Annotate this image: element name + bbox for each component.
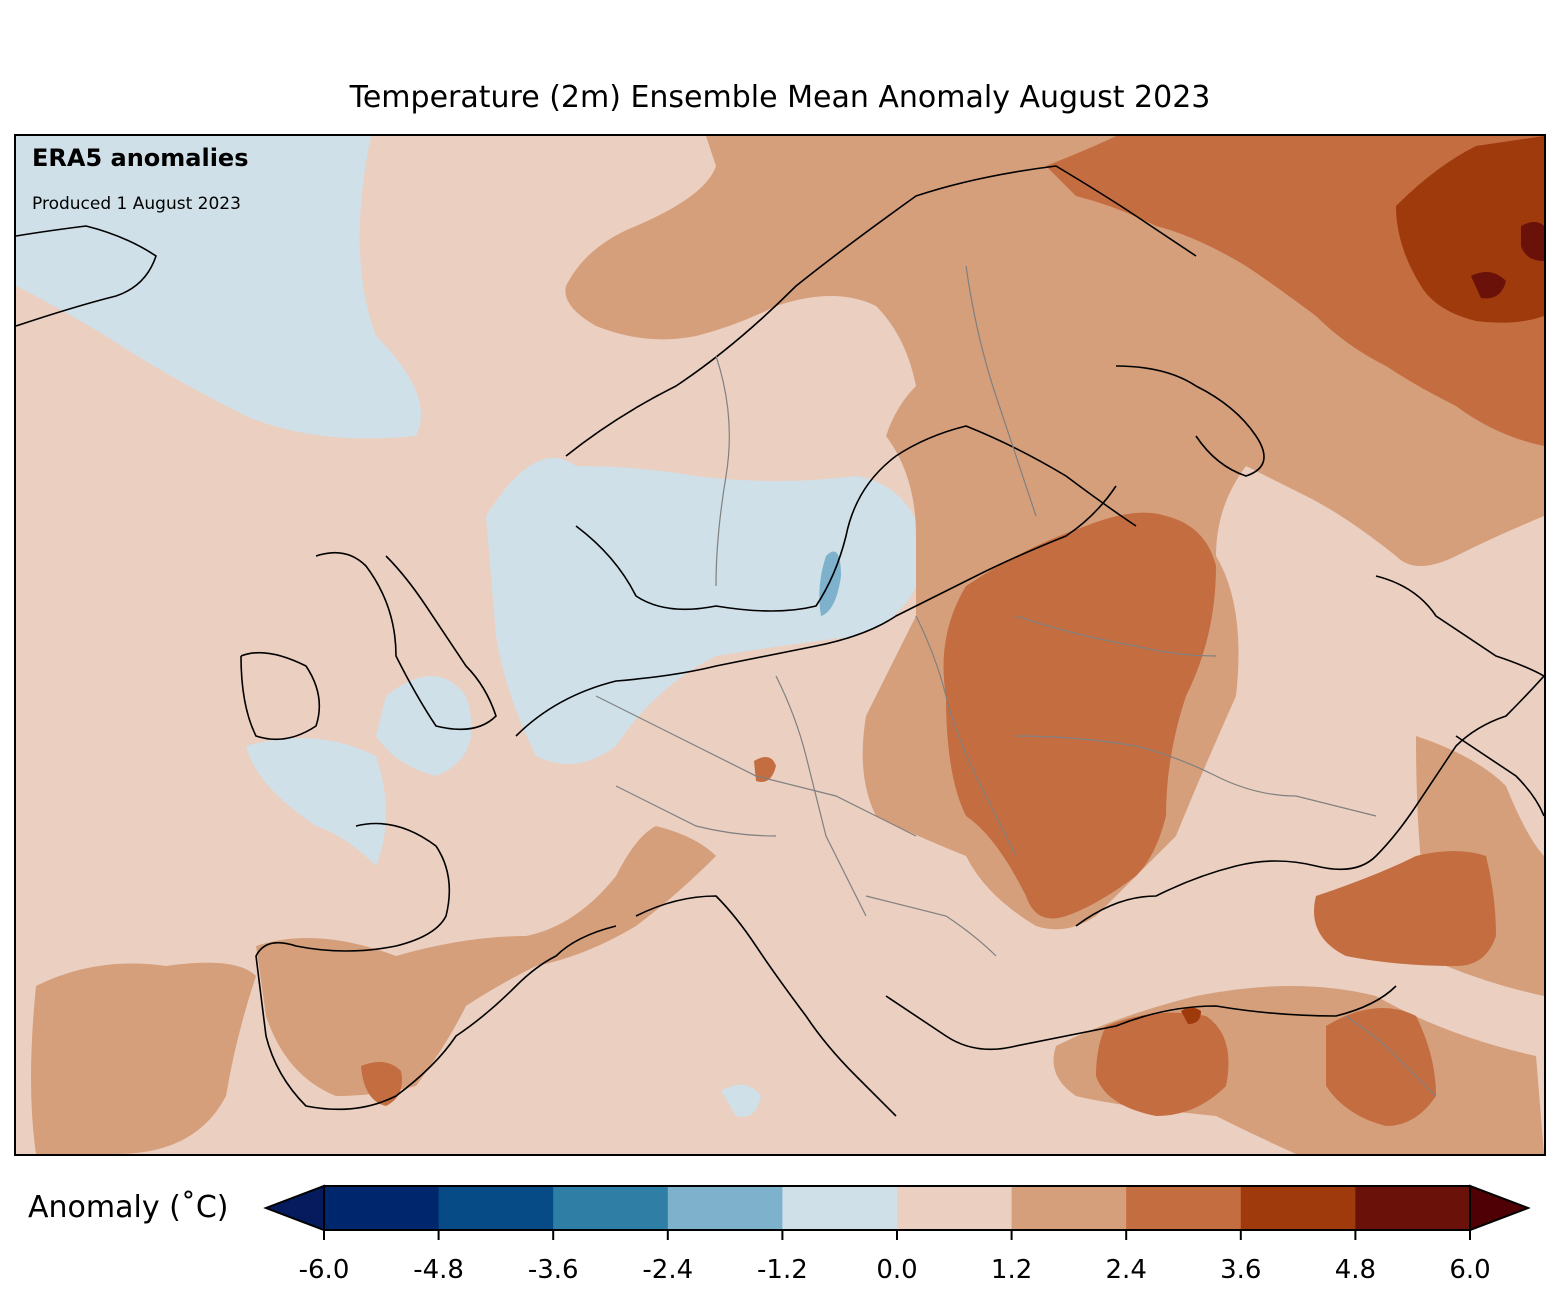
colorbar-tick-label: -4.8	[413, 1255, 464, 1285]
colorbar-bin-3	[667, 1186, 783, 1230]
annotation-title: ERA5 anomalies	[32, 144, 249, 172]
warmer-region-alps	[754, 757, 776, 782]
colorbar-bin-0	[324, 1186, 440, 1230]
very-hot-region-1	[1471, 272, 1506, 299]
warm-region-north	[565, 136, 1544, 930]
map-canvas	[16, 136, 1544, 1154]
colorbar-tick-label: 6.0	[1449, 1255, 1491, 1285]
colorbar-bin-9	[1355, 1186, 1471, 1230]
hot-region-arctic-russia	[1396, 136, 1544, 323]
warmer-region-iraq	[1326, 1008, 1436, 1126]
colorbar-bin-8	[1240, 1186, 1356, 1230]
warmer-region-ukraine	[943, 512, 1216, 919]
colorbar-tick-label: -6.0	[298, 1255, 350, 1285]
anomaly-map: ERA5 anomalies Produced 1 August 2023	[14, 134, 1546, 1156]
cool-region-biscay	[246, 738, 386, 866]
colorbar-tick-label: -3.6	[527, 1255, 579, 1285]
warmer-region-caspian	[1314, 851, 1496, 966]
warm-region-iberia	[256, 826, 716, 1096]
colorbar-tick-label: -1.2	[757, 1255, 808, 1285]
colorbar-extend-max	[1469, 1184, 1531, 1232]
colorbar-tick-label: 4.8	[1334, 1255, 1377, 1285]
colorbar-bin-6	[1011, 1186, 1127, 1230]
colorbar	[263, 1184, 1531, 1240]
colorbar-label: Anomaly (˚C)	[28, 1190, 229, 1225]
country-borders	[595, 265, 1437, 1097]
colorbar-extend-min	[263, 1184, 325, 1232]
colorbar-bin-4	[782, 1186, 898, 1230]
warmer-region-turkey	[1096, 1012, 1229, 1116]
colorbar-bin-5	[897, 1186, 1013, 1230]
colorbar-tick-label: 0.0	[876, 1255, 918, 1285]
colorbar-bin-7	[1126, 1186, 1242, 1230]
warmer-region-spain	[361, 1062, 402, 1106]
colorbar-tick-label: -2.4	[642, 1255, 694, 1285]
colorbar-bin-1	[438, 1186, 554, 1230]
warm-region-atlantic-sw	[31, 962, 256, 1154]
colorbar-bin-2	[553, 1186, 669, 1230]
very-hot-region-2	[1521, 222, 1544, 261]
colorbar-tick-label: 2.4	[1105, 1255, 1147, 1285]
cool-region-ionian	[721, 1084, 761, 1117]
colorbar-tick-label: 3.6	[1220, 1255, 1262, 1285]
hot-region-turkey-spot	[1181, 1007, 1201, 1024]
chart-title: Temperature (2m) Ensemble Mean Anomaly A…	[349, 80, 1211, 115]
cool-region-uk	[376, 676, 472, 776]
colorbar-tick-label: 1.2	[990, 1255, 1033, 1285]
annotation-subtitle: Produced 1 August 2023	[32, 194, 241, 214]
coastlines	[16, 165, 1544, 1117]
cool-region-atlantic	[16, 136, 421, 439]
